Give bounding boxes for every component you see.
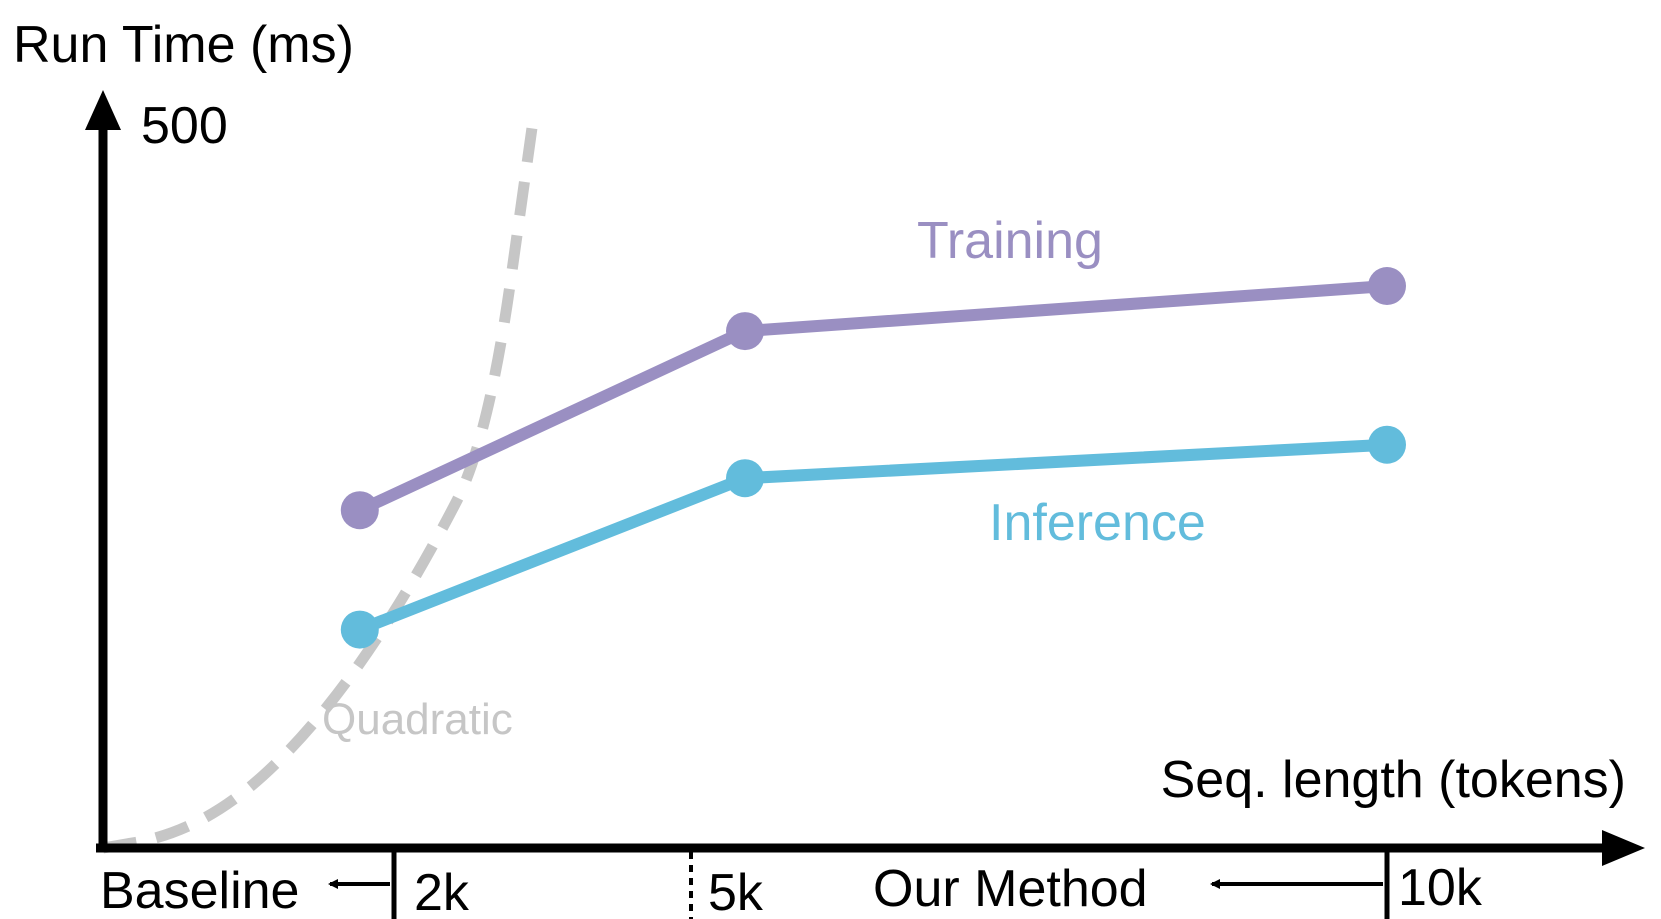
quadratic-label: Quadratic [322,695,513,744]
training-label: Training [917,212,1103,270]
x-tick-label-2k: 2k [414,864,470,919]
training-point-10000 [1368,267,1406,305]
training-point-2000 [340,491,379,530]
x-axis-label: Seq. length (tokens) [1161,751,1626,809]
quadratic-curve [102,119,539,854]
series-layer [340,267,1406,649]
y-axis-label: Run Time (ms) [13,16,354,74]
x-tick-label-10k: 10k [1398,859,1483,917]
our-method-label: Our Method [873,860,1148,918]
inference-point-5000 [726,459,764,498]
inference-series-line [357,438,1388,636]
x-axis-arrowhead [1602,830,1645,866]
x-tick-label-5k: 5k [708,864,764,919]
inference-label: Inference [989,494,1206,552]
training-point-5000 [726,312,764,351]
y-axis-arrowhead [85,90,121,130]
inference-point-10000 [1368,425,1406,464]
inference-point-2000 [340,610,379,649]
baseline-label: Baseline [100,862,299,919]
y-tick-label-500: 500 [141,97,228,155]
